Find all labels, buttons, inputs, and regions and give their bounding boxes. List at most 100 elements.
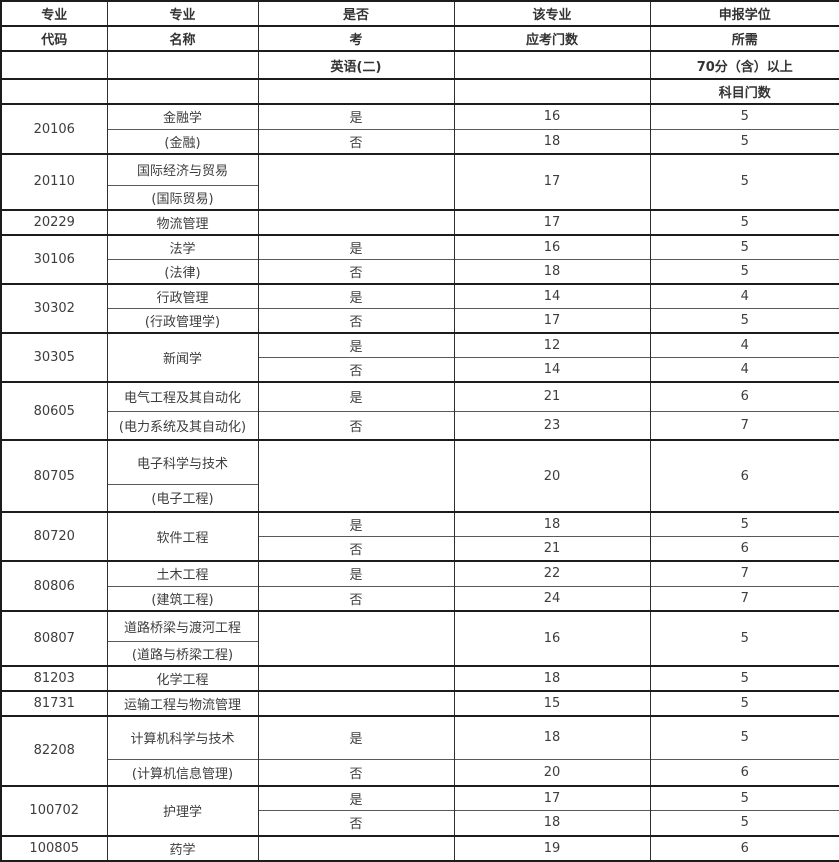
table-row: (道路与桥梁工程) [1,640,839,666]
table-row: 30305 新闻学是 12 4 [0,332,839,382]
table-header: 专业 专业 是否 该专业 申报学位 代码 名称考应考门数 所需 英语(二) 70分（含）以上 科目门… [0,0,839,104]
header-cell: 该专业 [453,0,651,26]
table-row: (国际贸易) [1,184,839,210]
name-cell: (道路与桥梁工程) [106,640,259,666]
exam-cell: 是 [257,381,455,411]
header-cell [106,78,259,104]
courses-cell: 18 [453,810,651,836]
degree-cell: 5 [649,208,839,235]
table-row: 82208 计算机科学与技术是 18 5 [0,714,839,786]
exam-cell: 是 [257,233,455,259]
code-cell: 80807 [0,610,108,666]
courses-cell: 23 [453,410,651,440]
header-cell: 考 [257,25,455,51]
courses-cell: 17 [453,308,651,333]
name-cell: 国际经济与贸易 [106,153,259,185]
table-row: 30106 法学是 16 5 [0,233,839,284]
name-cell: 运输工程与物流管理 [106,689,259,716]
exam-cell: 是 [257,282,455,309]
exam-cell: 是 [257,103,455,129]
courses-cell: 18 [453,714,651,760]
name-cell: 药学 [106,834,259,861]
name-cell: (电力系统及其自动化) [106,410,259,440]
courses-cell: 22 [453,560,651,586]
exam-cell: 否 [257,810,455,836]
header-row: 科目门数 [0,78,839,104]
degree-cell: 6 [649,381,839,411]
code-cell: 80705 [0,439,108,512]
table-row: 80807 道路桥梁与渡河工程 16 5 [0,610,839,666]
exam-cell: 是 [257,714,455,760]
header-row: 代码 名称考应考门数 所需 [0,25,839,51]
courses-cell: 17 [453,153,651,210]
name-cell: (金融) [106,128,259,154]
header-cell [257,78,455,104]
name-cell: 化学工程 [106,664,259,691]
name-cell: (建筑工程) [106,585,259,611]
courses-cell: 16 [453,233,651,259]
code-cell: 80806 [0,560,108,611]
courses-cell: 21 [453,381,651,411]
header-cell: 是否 [257,0,455,26]
header-cell: 科目门数 [649,78,839,104]
name-cell: 土木工程 [106,560,259,586]
courses-cell: 24 [453,585,651,611]
degree-cell: 5 [649,784,839,811]
table-row: 80806 土木工程是 22 7 [0,560,839,611]
courses-cell: 17 [453,208,651,235]
exam-cell: 是 [257,784,455,811]
courses-cell: 14 [453,282,651,309]
code-cell: 20229 [0,208,108,235]
degree-cell: 7 [649,410,839,440]
courses-cell: 18 [453,511,651,537]
table-row: 20106 金融学是 16 5 [0,103,839,154]
header-cell: 专业 [106,0,259,26]
exam-cell [257,664,455,691]
header-cell: 所需 [649,25,839,51]
exam-cell: 否 [257,410,455,440]
exam-cell [257,610,455,666]
name-cell: 电子科学与技术 [106,439,259,484]
name-cell: (行政管理学) [106,308,259,333]
code-cell: 30305 [0,332,108,382]
table-row: (金融) 否 18 5 [1,128,839,154]
exam-cell [257,208,455,235]
degree-cell: 5 [649,258,839,284]
courses-cell: 16 [453,103,651,129]
code-cell: 30106 [0,233,108,284]
degree-cell: 4 [649,282,839,309]
table-row: 80720 软件工程是 18 5 [0,511,839,561]
table-row: 20229 物流管理 17 5 [0,208,839,235]
code-cell: 80720 [0,511,108,561]
degree-cell: 5 [649,810,839,836]
table-row: (电子工程) [1,483,839,512]
table-row: (法律) 否 18 5 [1,258,839,284]
header-cell: 英语(二) [257,50,455,79]
code-cell: 20106 [0,103,108,154]
header-cell: 应考门数 [453,25,651,51]
name-cell: 法学 [106,233,259,259]
exam-cell: 否 [257,128,455,154]
exam-cell [257,439,455,512]
degree-cell: 5 [649,689,839,716]
degree-cell: 5 [649,103,839,129]
courses-cell: 19 [453,834,651,861]
degree-cell: 5 [649,511,839,537]
degree-cell: 4 [649,357,839,382]
header-cell [106,50,259,79]
degree-cell: 5 [649,664,839,691]
code-cell: 81203 [0,664,108,691]
degree-cell: 6 [649,439,839,512]
name-cell: 电气工程及其自动化 [106,381,259,411]
code-cell: 81731 [0,689,108,716]
code-cell: 100805 [0,834,108,861]
table-row: (电力系统及其自动化) 否 23 7 [1,410,839,440]
name-cell: 软件工程 [106,511,259,561]
exam-cell: 否 [257,536,455,561]
name-cell: 行政管理 [106,282,259,309]
courses-cell: 20 [453,439,651,512]
header-cell: 专业 [0,0,108,26]
degree-cell: 6 [649,536,839,561]
exam-cell [257,834,455,861]
